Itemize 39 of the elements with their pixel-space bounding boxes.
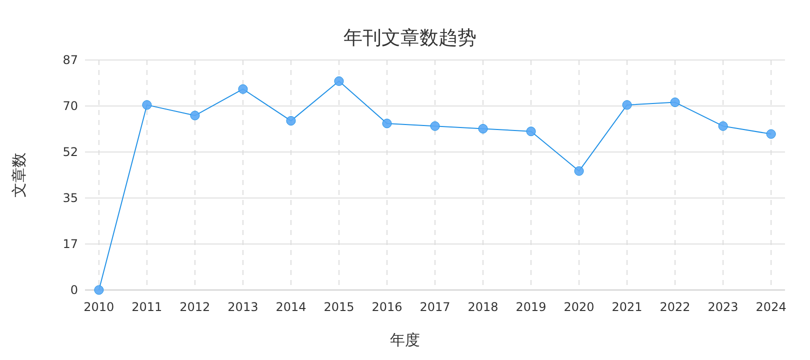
y-tick-label: 87 [62,53,78,68]
x-tick-label: 2010 [84,300,114,314]
x-tick-label: 2021 [612,300,642,314]
x-tick-label: 2011 [132,300,162,314]
chart-title: 年刊文章数趋势 [344,27,476,49]
x-tick-label: 2014 [276,300,306,314]
x-tick-label: 2015 [324,300,354,314]
x-tick-label: 2023 [708,300,738,314]
point [238,84,248,94]
x-tick-label: 2016 [372,300,402,314]
point [478,124,488,134]
y-tick-label: 17 [62,237,78,252]
x-tick-label: 2020 [564,300,594,314]
y-tick-label: 52 [62,145,78,160]
point [94,285,104,295]
x-tick-label: 2017 [420,300,450,314]
point [526,126,536,136]
point [382,118,392,128]
point [670,98,680,108]
point [286,116,296,126]
point [766,129,776,139]
point [430,121,440,131]
point [574,166,584,176]
point [142,100,152,110]
y-axis-title: 文章数 [10,152,28,198]
y-tick-label: 0 [70,283,78,298]
x-tick-label: 2019 [516,300,546,314]
x-tick-label: 2022 [660,300,690,314]
point [622,100,632,110]
x-axis-title: 年度 [390,331,420,349]
point [718,121,728,131]
x-tick-label: 2013 [228,300,258,314]
point [334,76,344,86]
point [190,110,200,120]
x-tick-label: 2024 [756,300,786,314]
y-tick-label: 70 [62,99,78,114]
x-tick-label: 2012 [180,300,210,314]
y-tick-label: 35 [62,191,78,206]
x-tick-label: 2018 [468,300,498,314]
